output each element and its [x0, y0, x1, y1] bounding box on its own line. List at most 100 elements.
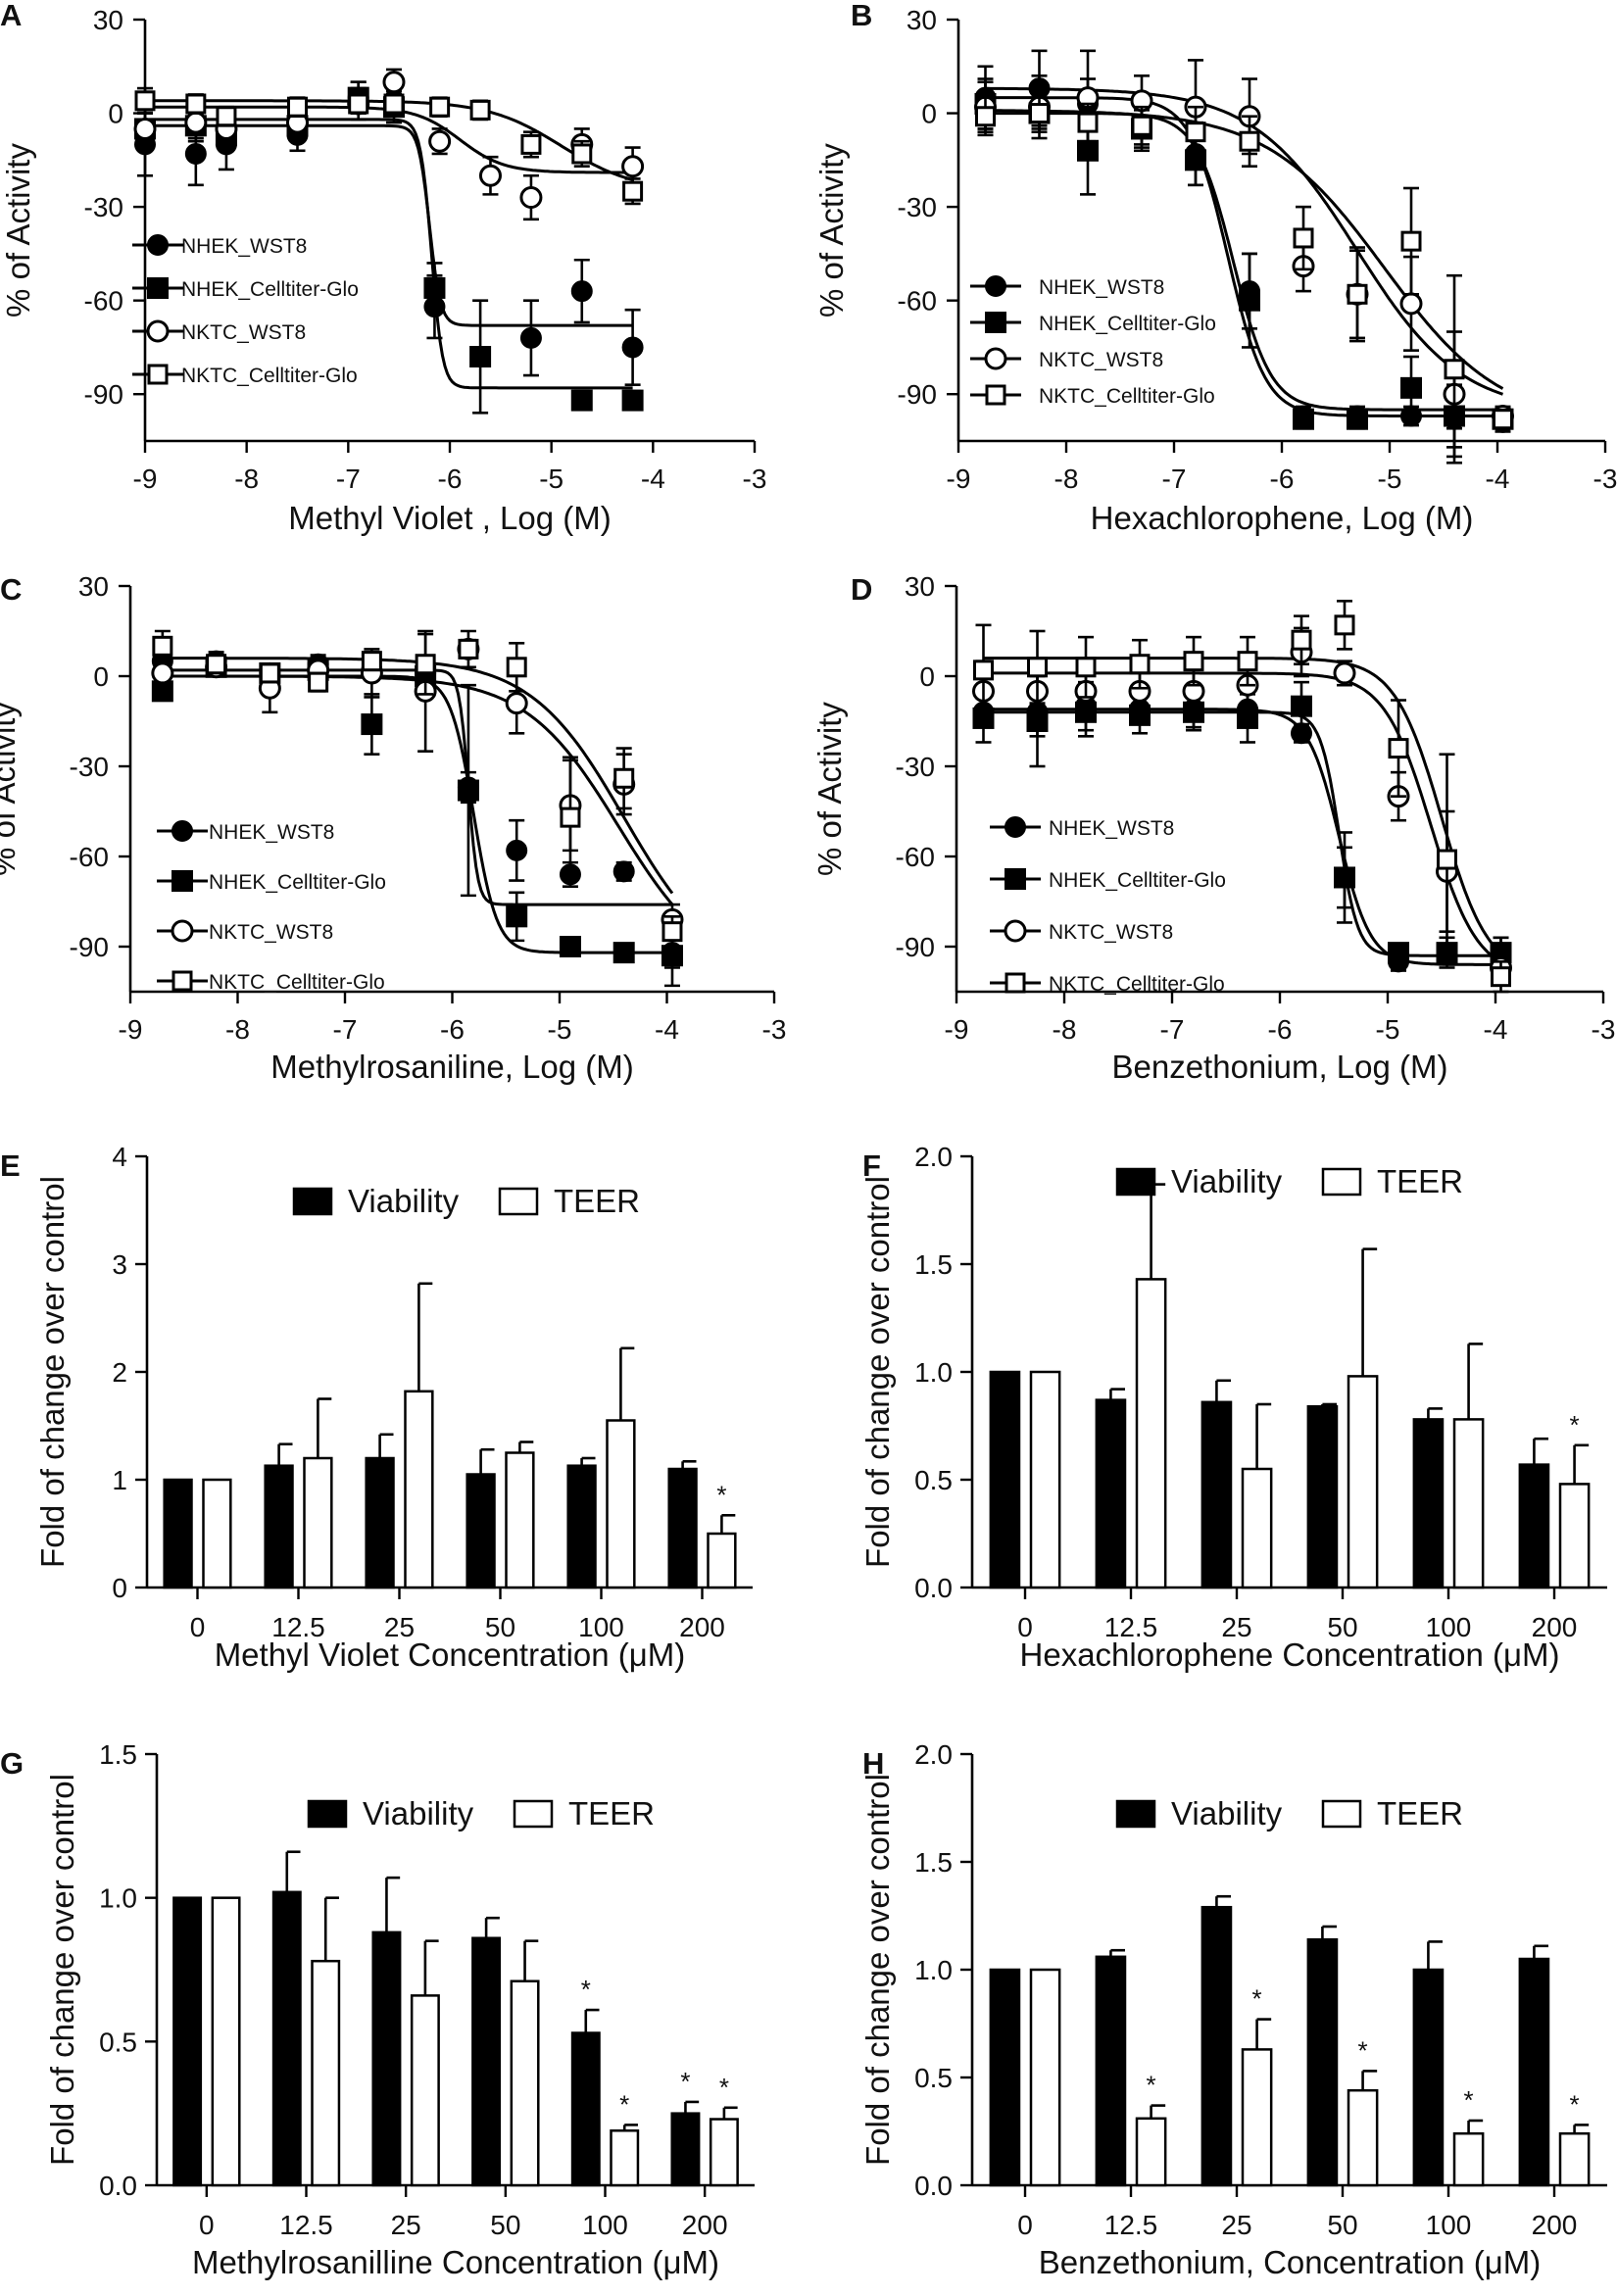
legend-label: NKTC_Celltiter-Glo: [209, 971, 385, 994]
x-tick-label: -5: [539, 464, 564, 494]
bar-teer: [1558, 1483, 1591, 1589]
data-point: [361, 651, 382, 672]
data-point: [1027, 657, 1048, 678]
data-point: [259, 662, 280, 684]
panel-letter-C: C: [0, 572, 22, 607]
y-axis-title: Fold of change over control: [859, 1774, 896, 2166]
x-tick-label: 12.5: [271, 1612, 325, 1642]
x-tick-label: 25: [384, 1612, 415, 1642]
data-point: [560, 806, 581, 828]
bar-teer: [202, 1478, 232, 1589]
data-point: [612, 942, 635, 964]
data-point: [1444, 359, 1465, 380]
legend-swatch: [307, 1799, 348, 1829]
legend-label: NHEK_Celltiter-Glo: [1049, 869, 1226, 892]
panel-B: B -9 -8 -7 -6 -5 -4 -3 30 0 -30 -60 -90 Hexachlorophe…: [813, 0, 1617, 536]
legend-swatch: [513, 1799, 554, 1829]
legend-marker: [172, 970, 193, 992]
x-tick-label: -5: [548, 1014, 572, 1045]
bar-viability: [989, 1370, 1021, 1589]
data-point: [621, 389, 644, 412]
legend-label: NHEK_WST8: [1049, 817, 1174, 840]
y-axis-title: Fold of change over control: [859, 1176, 896, 1568]
bar-viability: [1412, 1418, 1445, 1589]
y-tick-label: 30: [93, 5, 123, 35]
bar-teer: [505, 1451, 535, 1589]
legend-marker: [1004, 972, 1026, 994]
significance-star: *: [619, 2089, 629, 2119]
y-tick-label: 0.5: [914, 2063, 953, 2093]
bar-viability: [1518, 1463, 1550, 1589]
legend-swatch: [1115, 1167, 1156, 1197]
x-tick-label: 50: [490, 2210, 520, 2240]
bar-viability: [163, 1478, 193, 1589]
bar-teer: [1135, 1278, 1167, 1589]
data-point: [506, 839, 528, 861]
data-point: [469, 346, 492, 367]
legend-label: NHEK_WST8: [181, 235, 307, 258]
data-point: [1129, 654, 1151, 675]
data-point: [1347, 283, 1368, 305]
data-point: [382, 71, 406, 94]
bar-viability: [1518, 1957, 1550, 2187]
bar-teer: [709, 2118, 739, 2187]
legend-marker: [147, 364, 169, 385]
bar-teer: [707, 1532, 737, 1589]
bar-teer: [1452, 2131, 1485, 2187]
bar-teer: [1347, 1375, 1379, 1589]
bar-teer: [610, 2129, 640, 2187]
y-tick-label: -30: [70, 752, 109, 782]
y-tick-label: 3: [112, 1249, 127, 1280]
y-tick-label: 0.5: [99, 2027, 137, 2057]
bar-teer: [1347, 2088, 1379, 2187]
data-point: [1237, 707, 1258, 729]
y-tick-label: 0: [112, 1573, 127, 1603]
y-tick-label: 1.0: [914, 1357, 953, 1388]
bar-viability: [670, 2112, 701, 2187]
bar-viability: [989, 1968, 1021, 2187]
data-point: [973, 659, 994, 681]
data-point: [570, 280, 593, 303]
data-point: [361, 713, 383, 736]
x-tick-label: 100: [582, 2210, 628, 2240]
x-tick-label: 200: [1532, 1612, 1578, 1642]
x-tick-label: -8: [225, 1014, 250, 1045]
x-axis-title: Methyl Violet Concentration (μM): [215, 1637, 686, 1673]
x-tick-label: -3: [762, 1014, 787, 1045]
legend-marker: [984, 347, 1007, 370]
legend-label: NKTC_WST8: [1049, 921, 1173, 944]
x-tick-label: 25: [1221, 2210, 1251, 2240]
x-tick-label: 200: [1532, 2210, 1578, 2240]
fit-curve-NHEK_WST8: [162, 668, 672, 906]
legend-label: Viability: [1171, 1163, 1283, 1199]
y-tick-label: 30: [78, 571, 109, 602]
significance-star: *: [1252, 1984, 1262, 2014]
data-point: [975, 106, 996, 127]
data-point: [613, 767, 635, 789]
data-point: [1293, 408, 1314, 430]
bar-teer: [1452, 1418, 1485, 1589]
panel-C: C -9 -8 -7 -6 -5 -4 -3 30 0 -30 -60 -90 Methylrosanil…: [0, 571, 786, 1085]
data-point: [185, 93, 207, 115]
panel-letter-E: E: [0, 1148, 21, 1183]
legend-label: NKTC_WST8: [181, 321, 306, 344]
data-point: [308, 671, 329, 693]
y-axis-title: % of Activity: [0, 143, 36, 318]
x-tick-label: -9: [945, 1014, 969, 1045]
fit-curve-NHEK_Celltiter-Glo: [162, 674, 672, 954]
x-tick-label: 50: [485, 1612, 515, 1642]
legend-label: NKTC_WST8: [209, 921, 333, 944]
y-axis-title: Fold of change over control: [34, 1176, 71, 1568]
legend-label: TEER: [568, 1795, 655, 1832]
data-point: [662, 921, 683, 943]
bar-viability: [471, 1936, 502, 2187]
data-point: [152, 635, 173, 657]
data-point: [1291, 629, 1312, 651]
x-tick-label: -7: [1160, 1014, 1185, 1045]
bar-viability: [264, 1464, 294, 1589]
bar-teer: [1029, 1968, 1061, 2187]
significance-star: *: [680, 2067, 690, 2096]
x-tick-label: -3: [1593, 464, 1617, 494]
legend-swatch: [1115, 1799, 1156, 1829]
data-point: [1333, 661, 1356, 685]
